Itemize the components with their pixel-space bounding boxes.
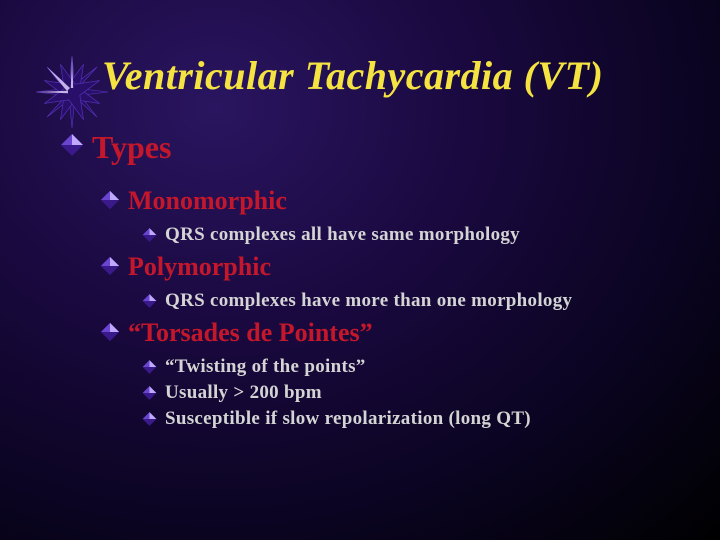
starburst-icon: [36, 56, 108, 128]
heading-text: Types: [92, 129, 171, 166]
item-row: Monomorphic: [100, 186, 676, 216]
diamond-icon: [142, 290, 157, 312]
item-label: Polymorphic: [128, 252, 271, 282]
slide: Ventricular Tachycardia (VT) Types Monom…: [0, 0, 720, 474]
subitem-row: Usually > 200 bpm: [142, 382, 676, 404]
item-row: Polymorphic: [100, 252, 676, 282]
subitem-row: “Twisting of the points”: [142, 356, 676, 378]
diamond-icon: [100, 318, 120, 346]
subitem-text: Usually > 200 bpm: [165, 382, 322, 404]
subitem-row: Susceptible if slow repolarization (long…: [142, 408, 676, 430]
diamond-icon: [142, 408, 157, 430]
item-label: “Torsades de Pointes”: [128, 318, 373, 348]
slide-title: Ventricular Tachycardia (VT): [102, 52, 676, 99]
diamond-icon: [142, 224, 157, 246]
subitem-text: QRS complexes all have same morphology: [165, 224, 520, 246]
diamond-icon: [142, 356, 157, 378]
item-row: “Torsades de Pointes”: [100, 318, 676, 348]
subitem-text: “Twisting of the points”: [165, 356, 366, 378]
diamond-icon: [100, 252, 120, 280]
subitem-text: QRS complexes have more than one morphol…: [165, 290, 572, 312]
diamond-icon: [60, 129, 84, 161]
item-label: Monomorphic: [128, 186, 287, 216]
diamond-icon: [142, 382, 157, 404]
subitem-row: QRS complexes all have same morphology: [142, 224, 676, 246]
diamond-icon: [100, 186, 120, 214]
heading-row: Types: [60, 129, 676, 166]
subitem-row: QRS complexes have more than one morphol…: [142, 290, 676, 312]
subitem-text: Susceptible if slow repolarization (long…: [165, 408, 531, 430]
